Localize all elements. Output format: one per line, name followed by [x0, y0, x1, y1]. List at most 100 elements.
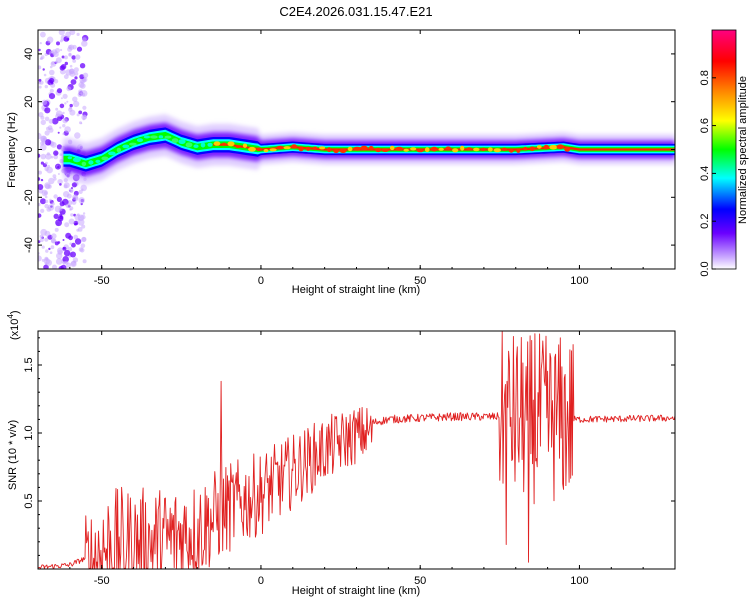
noise-point: [44, 203, 49, 209]
noise-point: [75, 54, 81, 60]
noise-point: [50, 141, 57, 148]
spectrogram-x-axis-label: Height of straight line (km): [292, 284, 420, 296]
ridge-blob: [263, 148, 269, 153]
noise-point: [44, 116, 50, 122]
snr-scale-label: (x104): [6, 310, 21, 340]
colorbar-tick-label: 0.2: [699, 214, 711, 229]
noise-point: [59, 159, 64, 164]
ridge-blob: [116, 147, 122, 153]
noise-point: [77, 218, 85, 226]
noise-point: [38, 255, 42, 262]
snr-background: [38, 331, 675, 569]
noise-point: [81, 92, 86, 97]
noise-point: [50, 245, 55, 250]
noise-point: [72, 96, 78, 102]
ridge-blob: [339, 148, 347, 153]
snr-y-tick-label: 1.0: [23, 425, 35, 440]
noise-point: [69, 64, 73, 68]
ridge-blob: [481, 147, 486, 152]
ridge-blob: [158, 135, 164, 139]
noise-point: [62, 132, 65, 136]
noise-point: [62, 247, 65, 250]
noise-point: [62, 261, 67, 265]
noise-point: [53, 194, 58, 199]
noise-point: [73, 67, 79, 73]
noise-point: [38, 213, 42, 218]
noise-point: [62, 255, 69, 263]
spectrogram-y-axis-label: Frequency (Hz): [6, 112, 18, 188]
noise-point: [62, 111, 65, 115]
snr-x-ticks: -50 0 50 100: [69, 331, 676, 587]
noise-point: [70, 260, 77, 266]
ridge-blob: [493, 148, 501, 153]
ridge-blob: [242, 143, 248, 148]
noise-point: [65, 203, 71, 209]
noise-point: [45, 153, 52, 160]
ridge-blob: [466, 147, 472, 151]
ridge-blob: [193, 144, 199, 148]
noise-point: [57, 249, 63, 255]
noise-point: [68, 218, 75, 225]
noise-point: [82, 259, 87, 264]
ridge-blob: [452, 148, 459, 153]
colorbar-gradient: [711, 29, 737, 270]
noise-point: [49, 69, 55, 76]
noise-point: [52, 264, 57, 269]
ridge-blob: [410, 147, 417, 151]
noise-point: [74, 223, 77, 226]
noise-point: [72, 44, 77, 50]
noise-point: [74, 76, 78, 80]
ridge-blob: [171, 138, 179, 144]
noise-point: [64, 222, 70, 228]
noise-point: [38, 153, 41, 158]
noise-point: [57, 241, 61, 244]
ridge-blob: [319, 146, 326, 150]
ridge-blob: [564, 146, 571, 152]
spectrogram-y-tick-label: -20: [23, 189, 35, 205]
noise-point: [59, 103, 65, 109]
noise-point: [79, 121, 82, 125]
snr-y-tick-label: 1.5: [23, 357, 35, 372]
noise-point: [44, 195, 48, 199]
noise-point: [38, 65, 42, 70]
noise-point: [81, 40, 88, 47]
noise-point: [76, 46, 83, 52]
noise-point: [73, 100, 80, 108]
ridge-blob: [529, 146, 535, 152]
noise-point: [66, 100, 69, 103]
snr-x-axis-label: Height of straight line (km): [292, 585, 420, 597]
ridge-blob: [424, 147, 430, 153]
noise-point: [69, 208, 72, 211]
colorbar-tick-label: 0.0: [699, 261, 711, 276]
noise-point: [57, 115, 63, 121]
noise-point: [41, 99, 48, 106]
noise-point: [38, 85, 42, 89]
noise-point: [81, 236, 87, 243]
noise-point: [40, 57, 44, 60]
noise-point: [40, 31, 46, 38]
noise-point: [82, 105, 87, 110]
noise-point: [78, 189, 83, 194]
noise-point: [78, 81, 85, 88]
noise-point: [44, 237, 49, 242]
ridge-blob: [185, 142, 193, 148]
ridge-blob: [67, 156, 73, 160]
ridge-blob: [283, 146, 291, 150]
noise-point: [44, 84, 48, 89]
noise-point: [48, 177, 55, 185]
colorbar: 0.0 0.2 0.4 0.6 0.8 Normalized spectral ampl…: [699, 29, 749, 277]
noise-point: [82, 212, 86, 215]
ridge-blob: [549, 145, 558, 150]
spectrogram-y-tick-label: 20: [23, 96, 35, 108]
noise-point: [57, 131, 60, 134]
noise-point: [62, 93, 68, 99]
noise-point: [72, 194, 78, 201]
noise-point: [39, 42, 42, 45]
figure-title: C2E4.2026.031.15.47.E21: [279, 4, 432, 19]
noise-point: [45, 161, 48, 165]
ridge-blob: [543, 144, 550, 150]
noise-point: [69, 70, 76, 77]
noise-point: [49, 198, 52, 202]
noise-point: [38, 48, 41, 52]
ridge-blob: [256, 147, 262, 152]
